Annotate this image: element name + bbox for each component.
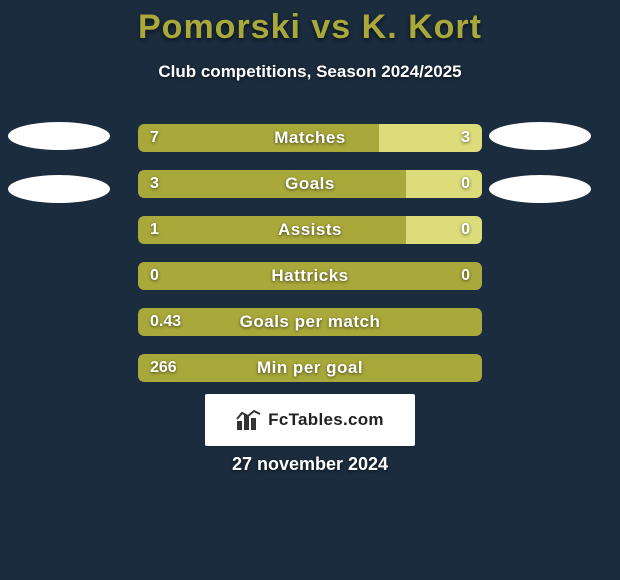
stat-row: Min per goal266	[138, 354, 482, 382]
stat-label: Goals	[138, 170, 482, 198]
comparison-title: Pomorski vs K. Kort	[0, 8, 620, 47]
stat-label: Goals per match	[138, 308, 482, 336]
stat-value-left: 266	[150, 354, 177, 382]
stat-value-left: 7	[150, 124, 159, 152]
stat-label: Hattricks	[138, 262, 482, 290]
stat-label: Assists	[138, 216, 482, 244]
bar-chart-icon	[236, 409, 262, 431]
stat-value-left: 3	[150, 170, 159, 198]
stat-bars-container: Matches73Goals30Assists10Hattricks00Goal…	[138, 124, 482, 382]
player-left-avatar-placeholder-2	[8, 175, 110, 203]
stat-value-right: 0	[461, 216, 470, 244]
stat-row: Hattricks0 0	[138, 262, 482, 290]
stat-row: Matches7 3	[138, 124, 482, 152]
player-right-avatar-placeholder-2	[489, 175, 591, 203]
stat-value-right: 0	[461, 170, 470, 198]
source-badge: FcTables.com	[205, 394, 415, 446]
player-right-avatar-placeholder-1	[489, 122, 591, 150]
snapshot-date: 27 november 2024	[0, 454, 620, 475]
stat-row: Goals3 0	[138, 170, 482, 198]
comparison-subtitle: Club competitions, Season 2024/2025	[0, 62, 620, 82]
stat-row: Goals per match0.43	[138, 308, 482, 336]
stat-value-right: 3	[461, 124, 470, 152]
source-badge-text: FcTables.com	[268, 410, 384, 430]
stat-value-left: 1	[150, 216, 159, 244]
stat-label: Min per goal	[138, 354, 482, 382]
stat-label: Matches	[138, 124, 482, 152]
stat-value-left: 0.43	[150, 308, 181, 336]
stat-value-right: 0	[461, 262, 470, 290]
stat-row: Assists1 0	[138, 216, 482, 244]
stat-value-left: 0	[150, 262, 159, 290]
player-left-avatar-placeholder-1	[8, 122, 110, 150]
